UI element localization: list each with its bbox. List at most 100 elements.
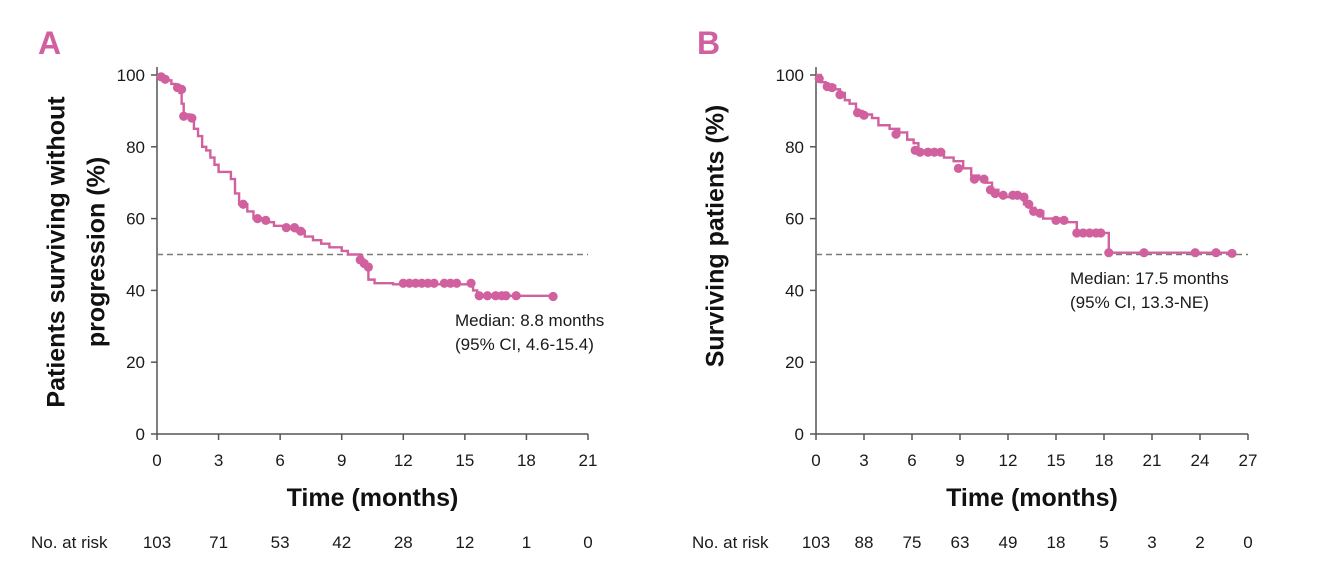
x-tick-label: 9 [955,451,964,470]
x-tick-label: 3 [859,451,868,470]
x-tick-label: 0 [811,451,820,470]
median-annotation: (95% CI, 13.3-NE) [1070,293,1209,312]
censor-marker [474,291,484,301]
median-annotation: (95% CI, 4.6-15.4) [455,335,594,354]
censor-marker [915,147,925,157]
censor-marker [501,291,511,301]
x-tick-label: 3 [214,451,223,470]
censor-marker [452,278,462,288]
risk-table-value: 53 [271,533,290,552]
censor-marker [1139,248,1149,258]
median-annotation: Median: 8.8 months [455,311,604,330]
censor-marker [1211,248,1221,258]
risk-table-value: 3 [1147,533,1156,552]
censor-marker [1035,208,1045,218]
censor-marker [466,278,476,288]
censor-marker [1051,215,1061,225]
censor-marker [969,174,980,184]
survival-curve [157,73,555,297]
censor-marker [1072,228,1082,238]
risk-table-value: 75 [903,533,922,552]
censor-marker [1190,248,1200,258]
censor-marker [953,163,964,173]
x-tick-label: 0 [152,451,161,470]
censor-marker [187,113,197,123]
y-tick-label: 80 [126,138,145,157]
censor-marker [160,74,170,84]
risk-table-label: No. at risk [692,533,769,552]
risk-table-label: No. at risk [31,533,108,552]
censor-marker [1024,199,1034,209]
y-tick-label: 20 [785,353,804,372]
censor-marker [936,147,946,157]
censor-marker [296,226,306,236]
risk-table-value: 2 [1195,533,1204,552]
risk-table-value: 71 [209,533,228,552]
y-tick-label: 40 [126,281,145,300]
censor-marker [281,222,291,233]
x-tick-label: 15 [455,451,474,470]
censor-marker [1078,228,1088,238]
censor-marker [1019,192,1029,202]
x-tick-label: 21 [1143,451,1162,470]
censor-marker [548,291,558,302]
censor-marker [238,199,248,209]
x-tick-label: 9 [337,451,346,470]
risk-table-value: 1 [522,533,531,552]
censor-marker [511,291,521,301]
censor-marker [859,110,869,120]
y-tick-label: 40 [785,281,804,300]
censor-marker [252,214,263,224]
censor-marker [990,188,1000,199]
x-tick-label: 12 [999,451,1018,470]
censor-marker [482,291,493,301]
censor-marker [429,278,439,288]
survival-curve [816,73,1234,254]
risk-table-value: 0 [583,533,592,552]
y-tick-label: 100 [117,66,145,85]
y-tick-label: 20 [126,353,145,372]
x-tick-label: 24 [1191,451,1210,470]
x-tick-label: 6 [907,451,916,470]
x-tick-label: 6 [275,451,284,470]
panel-label: B [697,25,720,61]
censor-marker [827,82,837,93]
risk-table-value: 42 [332,533,351,552]
panel-a: A 0 20 40 60 80 100 0 3 6 9 12 15 18 21 Patients surviv… [31,25,604,552]
censor-marker [998,190,1008,200]
censor-marker [979,174,989,184]
censor-marker [1085,228,1095,238]
censor-marker [363,262,373,272]
risk-table-value: 5 [1099,533,1108,552]
y-tick-label: 100 [776,66,804,85]
y-axis-title: Surviving patients (%) [702,105,730,368]
censor-marker [261,215,271,225]
censor-marker [1104,248,1114,258]
x-tick-label: 27 [1239,451,1258,470]
x-tick-label: 12 [394,451,413,470]
median-annotation: Median: 17.5 months [1070,269,1229,288]
y-axis-title: progression (%) [83,157,111,347]
censor-marker [929,147,940,157]
censor-marker [1059,215,1069,225]
x-tick-label: 18 [517,451,536,470]
x-tick-label: 21 [579,451,598,470]
censor-marker [177,84,187,94]
censor-marker [179,111,189,121]
risk-table-value: 28 [394,533,413,552]
risk-table-value: 0 [1243,533,1252,552]
risk-table-value: 103 [143,533,171,552]
risk-table-value: 18 [1047,533,1066,552]
x-tick-label: 15 [1047,451,1066,470]
censor-marker [1227,248,1237,259]
y-tick-label: 60 [126,210,145,229]
censor-marker [814,73,824,84]
y-tick-label: 0 [136,425,145,444]
y-tick-label: 0 [795,425,804,444]
x-axis-title: Time (months) [287,484,459,512]
censor-marker [923,147,933,157]
x-axis-title: Time (months) [946,484,1118,512]
risk-table-value: 49 [999,533,1018,552]
